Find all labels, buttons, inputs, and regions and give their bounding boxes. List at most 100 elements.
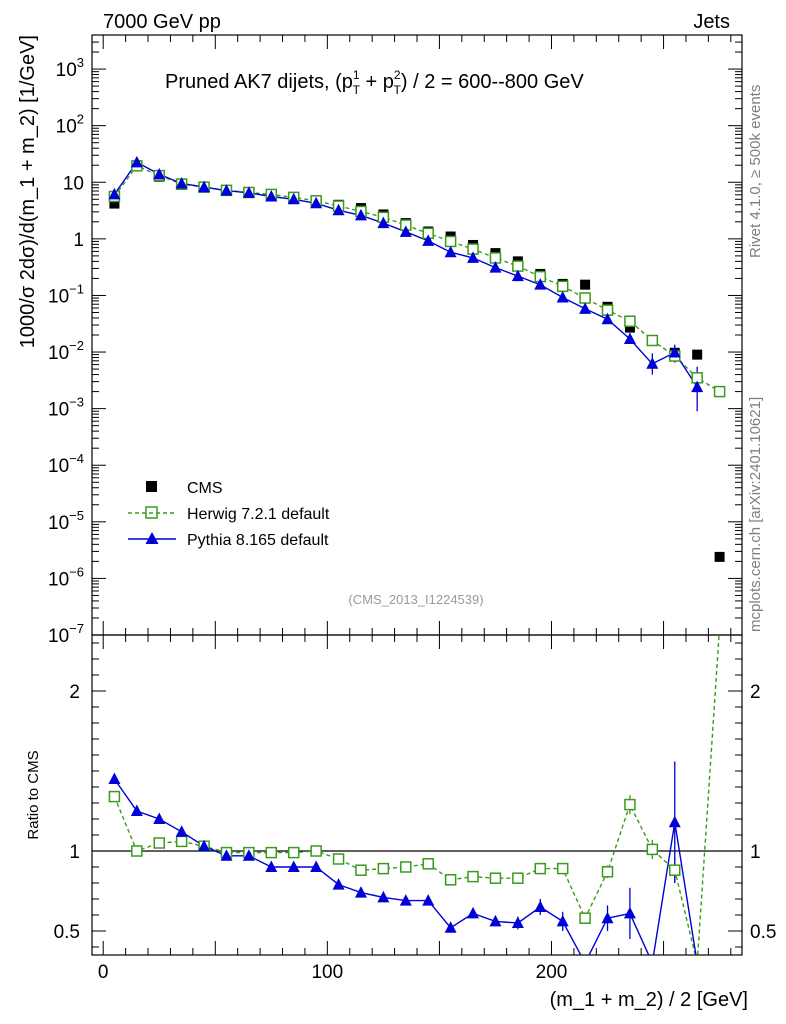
- pythia-ratio-point: [511, 916, 524, 928]
- rivet-version-label: Rivet 4.1.0, ≥ 500k events: [747, 85, 764, 258]
- pythia-data-point: [422, 234, 435, 246]
- pythia-ratio-point: [623, 906, 636, 919]
- herwig-ratio-point: [512, 872, 524, 884]
- reference-tag: (CMS_2013_I1224539): [348, 592, 483, 607]
- x-tick-label: 0: [98, 962, 109, 983]
- ratio-data-layer: [108, 635, 720, 955]
- legend-pythia-label: Pythia 8.165 default: [187, 532, 329, 549]
- y-tick-label: 102: [56, 112, 84, 138]
- herwig-ratio-point: [175, 835, 188, 848]
- pythia-data-point: [646, 357, 659, 369]
- pythia-data-point: [130, 155, 143, 168]
- ratio-y-tick-label-right: 0.5: [750, 922, 776, 943]
- legend-cms-label: CMS: [187, 480, 223, 497]
- herwig-ratio-point: [646, 843, 659, 856]
- legend-cms-marker: [146, 481, 157, 492]
- pythia-data-point: [467, 251, 480, 263]
- y-tick-label: 10−5: [48, 508, 84, 534]
- herwig-data-point: [444, 235, 457, 248]
- legend-pythia-marker: [145, 532, 159, 544]
- cms-data-point: [714, 551, 725, 562]
- y-tick-label: 10−6: [48, 564, 84, 590]
- herwig-ratio-point: [422, 858, 434, 870]
- herwig-ratio-point: [131, 845, 143, 857]
- pythia-data-point: [511, 269, 524, 282]
- pythia-data-point: [198, 180, 211, 193]
- y-tick-label: 10−4: [48, 451, 84, 477]
- pythia-data-point: [534, 278, 547, 290]
- pythia-ratio-point: [153, 812, 166, 824]
- herwig-data-point: [624, 315, 636, 327]
- pythia-data-point: [332, 203, 345, 216]
- y-tick-label: 10−1: [48, 281, 84, 307]
- ratio-y-tick-label-right: 1: [750, 842, 761, 863]
- pythia-ratio-point: [534, 900, 547, 912]
- herwig-ratio-point: [265, 846, 278, 859]
- pythia-ratio-point: [242, 849, 255, 861]
- herwig-ratio-point: [287, 846, 300, 859]
- pythia-data-point: [444, 245, 457, 258]
- y-tick-label: 10−7: [48, 621, 84, 647]
- herwig-data-point: [556, 280, 569, 293]
- herwig-ratio-point: [332, 853, 345, 865]
- pythia-ratio-point: [668, 815, 681, 828]
- pythia-data-point: [377, 216, 390, 229]
- pythia-data-point: [220, 184, 233, 196]
- pythia-data-point: [601, 312, 614, 325]
- pythia-ratio-point: [354, 886, 367, 898]
- main-data-layer: [108, 155, 726, 562]
- pythia-data-point: [691, 380, 704, 393]
- pythia-ratio-point: [377, 890, 390, 903]
- cms-data-point: [692, 349, 703, 360]
- x-axis-label: (m_1 + m_2) / 2 [GeV]: [550, 989, 748, 1011]
- pythia-data-point: [287, 192, 300, 205]
- pythia-data-point: [399, 225, 412, 237]
- y-tick-label: 10−3: [48, 395, 84, 421]
- pythia-data-point: [668, 346, 681, 358]
- legend: CMS Herwig 7.2.1 default Pythia 8.165 de…: [128, 480, 330, 549]
- pythia-ratio-point: [287, 860, 300, 872]
- y-tick-label: 103: [56, 55, 84, 81]
- pythia-ratio-point: [467, 906, 480, 919]
- herwig-ratio-point: [377, 862, 390, 875]
- pythia-ratio-point: [332, 878, 345, 890]
- pythia-ratio-point: [444, 921, 457, 933]
- ratio-y-tick-label-right: 2: [750, 682, 761, 703]
- pythia-ratio-point: [220, 849, 233, 861]
- herwig-data-point: [646, 334, 659, 347]
- herwig-ratio-point: [108, 790, 121, 803]
- herwig-ratio-point: [556, 862, 569, 875]
- mcplots-label: mcplots.cern.ch [arXiv:2401.10621]: [747, 397, 764, 632]
- herwig-ratio-point: [444, 874, 457, 886]
- herwig-ratio-point: [534, 862, 547, 875]
- pythia-ratio-point: [265, 860, 278, 872]
- herwig-data-point: [713, 385, 726, 398]
- pythia-data-point: [354, 208, 367, 221]
- herwig-ratio-point: [601, 866, 614, 878]
- pythia-ratio-point: [130, 804, 143, 816]
- y-tick-label: 10−2: [48, 338, 84, 364]
- herwig-line: [113, 164, 720, 393]
- pythia-data-point: [175, 177, 188, 189]
- pythia-data-point: [242, 186, 255, 198]
- ratio-y-tick-label: 2: [69, 682, 80, 703]
- ratio-y-tick-label: 1: [69, 842, 80, 863]
- pythia-data-point: [579, 302, 592, 314]
- herwig-data-point: [579, 292, 591, 304]
- herwig-ratio-point: [489, 872, 502, 884]
- pythia-ratio-point: [489, 914, 502, 927]
- cms-data-point: [580, 279, 591, 290]
- pythia-ratio-point: [108, 772, 121, 784]
- cms-data-point: [109, 198, 120, 209]
- ratio-y-axis-label: Ratio to CMS: [25, 750, 42, 839]
- herwig-ratio-point: [579, 912, 591, 924]
- pythia-ratio-point: [175, 825, 188, 837]
- pythia-ratio-point: [310, 860, 323, 872]
- y-axis-label: 1000/σ 2dσ)/d(m_1 + m_2) [1/GeV]: [17, 35, 39, 348]
- herwig-ratio-line: [113, 635, 720, 955]
- x-tick-label: 100: [311, 962, 343, 983]
- y-tick-label: 10: [63, 173, 84, 194]
- header-category-label: Jets: [693, 11, 730, 33]
- pythia-data-point: [489, 261, 502, 273]
